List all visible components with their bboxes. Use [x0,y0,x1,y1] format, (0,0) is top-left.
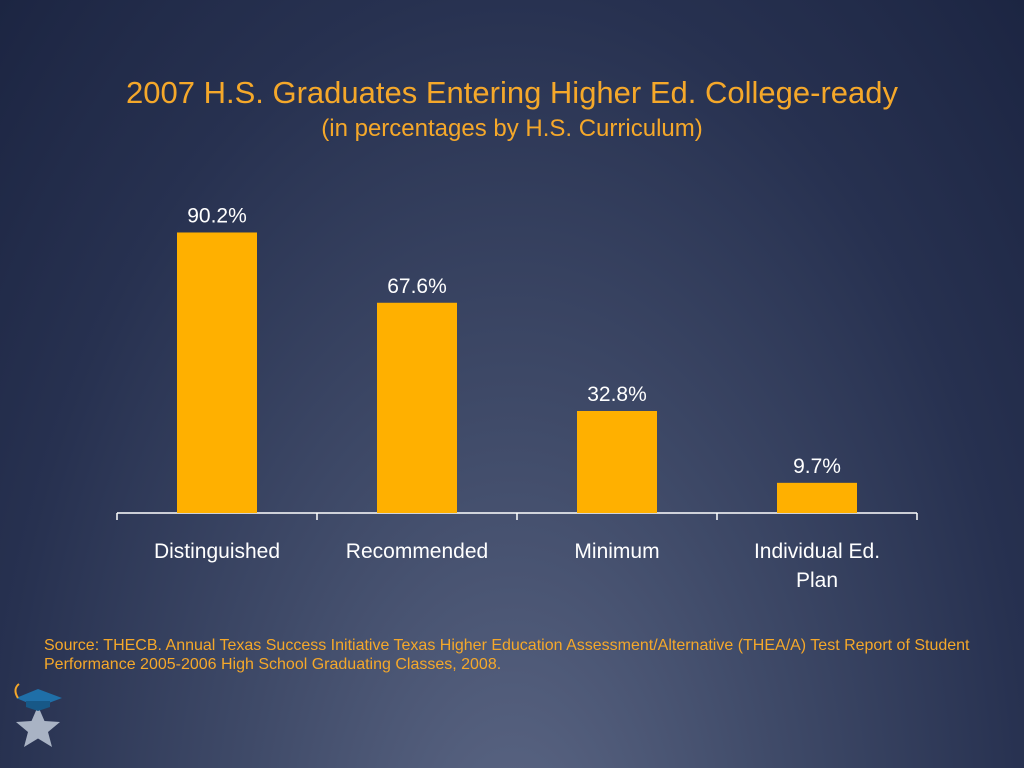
bar [377,302,457,513]
x-tick-label: Minimum [574,540,659,563]
x-tick-label: Distinguished [154,540,280,563]
data-label: 90.2% [187,204,247,227]
graduation-cap-star-icon [14,683,62,747]
x-tick-label: Recommended [346,540,488,563]
data-label: 9.7% [793,455,841,478]
tassel-shape [14,683,20,699]
chart-title: 2007 H.S. Graduates Entering Higher Ed. … [126,75,898,110]
bar [577,410,657,513]
cap-base-shape [26,701,50,711]
bar [777,482,857,513]
bar [177,232,257,513]
chart-subtitle: (in percentages by H.S. Curriculum) [321,115,703,142]
x-tick-label: Plan [796,569,838,592]
star-shape [16,706,60,747]
source-note: Source: THECB. Annual Texas Success Init… [44,637,970,673]
data-label: 32.8% [587,383,647,406]
x-tick-label: Individual Ed. [754,540,880,563]
bar-chart: 90.2% Distinguished 67.6% Recommended 32.8% M… [154,204,880,592]
data-label: 67.6% [387,275,447,298]
